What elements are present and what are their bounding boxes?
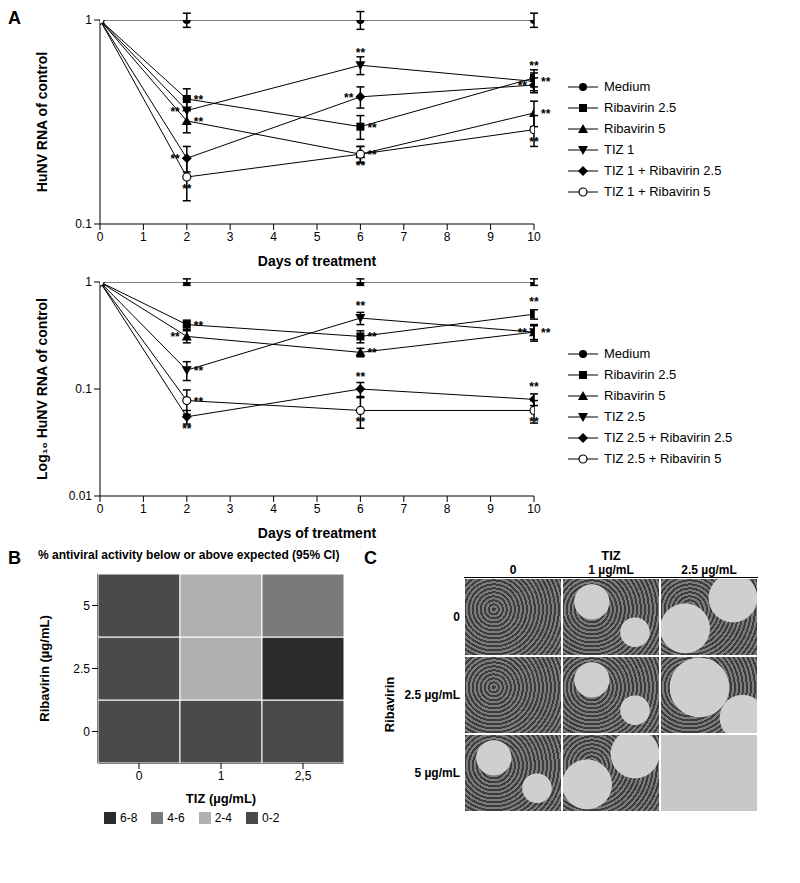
svg-text:0: 0 (97, 230, 104, 244)
svg-text:**: ** (529, 380, 539, 394)
svg-text:**: ** (529, 59, 539, 73)
html-text:Ribavirin 2.5: Ribavirin 2.5 (604, 100, 677, 115)
html-text:0-2: 0-2 (262, 811, 280, 825)
html-text:TIZ 2.5: TIZ 2.5 (604, 409, 646, 424)
svg-text:3: 3 (227, 502, 234, 516)
html-text:Ribavirin 2.5: Ribavirin 2.5 (604, 367, 677, 382)
svg-text:Days of treatment: Days of treatment (258, 253, 377, 269)
svg-text:0: 0 (83, 725, 90, 739)
svg-text:HuNV RNA of control: HuNV RNA of control (34, 52, 50, 192)
html-text:4-6: 4-6 (167, 811, 185, 825)
html-text:1 µg/mL: 1 µg/mL (588, 563, 634, 577)
svg-text:0.1: 0.1 (75, 382, 92, 396)
svg-text:**: ** (367, 121, 377, 135)
svg-text:1: 1 (85, 13, 92, 27)
svg-text:10: 10 (527, 230, 541, 244)
svg-text:2.5: 2.5 (73, 662, 90, 676)
svg-text:**: ** (367, 346, 377, 360)
svg-text:Days of treatment: Days of treatment (258, 525, 377, 541)
svg-text:7: 7 (400, 502, 407, 516)
svg-text:**: ** (356, 159, 366, 173)
svg-text:2: 2 (183, 502, 190, 516)
svg-text:Log₁₀ HuNV RNA of control: Log₁₀ HuNV RNA of control (34, 298, 50, 480)
svg-text:**: ** (344, 91, 354, 105)
svg-text:**: ** (356, 415, 366, 429)
html-text:Ribavirin: Ribavirin (382, 676, 398, 733)
svg-text:5: 5 (314, 502, 321, 516)
html-text:C: C (364, 548, 377, 568)
svg-text:**: ** (529, 415, 539, 429)
svg-text:1: 1 (140, 230, 147, 244)
html-text:A: A (8, 8, 21, 28)
svg-text:**: ** (356, 299, 366, 313)
html-text:6-8: 6-8 (120, 811, 138, 825)
svg-text:6: 6 (357, 230, 364, 244)
svg-text:**: ** (194, 364, 204, 378)
svg-text:TIZ (µg/mL): TIZ (µg/mL) (186, 791, 256, 806)
svg-text:1: 1 (140, 502, 147, 516)
html-text:0: 0 (509, 563, 517, 577)
svg-text:0.01: 0.01 (69, 489, 93, 503)
svg-text:**: ** (170, 152, 180, 166)
html-text:TIZ 1: TIZ 1 (604, 142, 635, 157)
html-text:TIZ 2.5 + Ribavirin 2.5: TIZ 2.5 + Ribavirin 2.5 (604, 430, 733, 445)
html-text:B: B (8, 548, 21, 568)
html-text:TIZ: TIZ (601, 548, 621, 563)
svg-text:8: 8 (444, 502, 451, 516)
html-text:2-4: 2-4 (214, 811, 232, 825)
svg-text:5: 5 (83, 599, 90, 613)
svg-text:**: ** (194, 93, 204, 107)
svg-text:8: 8 (444, 230, 451, 244)
svg-text:**: ** (356, 46, 366, 60)
svg-text:0: 0 (97, 502, 104, 516)
svg-text:9: 9 (487, 502, 494, 516)
svg-text:**: ** (541, 75, 551, 89)
html-text:Medium: Medium (604, 79, 651, 94)
html-text:Ribavirin 5: Ribavirin 5 (604, 388, 666, 403)
html-text:0: 0 (453, 610, 460, 624)
html-text:TIZ 1 + Ribavirin 5: TIZ 1 + Ribavirin 5 (604, 184, 711, 199)
svg-text:**: ** (182, 422, 192, 436)
html-text:Ribavirin 5: Ribavirin 5 (604, 121, 666, 136)
svg-text:6: 6 (357, 502, 364, 516)
svg-text:7: 7 (400, 230, 407, 244)
svg-text:0: 0 (136, 769, 143, 783)
svg-text:2,5: 2,5 (295, 769, 312, 783)
svg-text:Ribavirin (µg/mL): Ribavirin (µg/mL) (37, 615, 52, 721)
svg-text:4: 4 (270, 502, 277, 516)
svg-text:**: ** (356, 370, 366, 384)
html-text:TIZ 1 + Ribavirin 2.5: TIZ 1 + Ribavirin 2.5 (604, 163, 722, 178)
svg-text:**: ** (194, 319, 204, 333)
svg-text:**: ** (170, 330, 180, 344)
svg-text:**: ** (170, 105, 180, 119)
svg-text:**: ** (518, 326, 528, 340)
svg-text:**: ** (541, 107, 551, 121)
svg-text:**: ** (529, 295, 539, 309)
svg-text:10: 10 (527, 502, 541, 516)
svg-text:**: ** (367, 148, 377, 162)
html-text:% antiviral activity below or: % antiviral activity below or above expe… (38, 548, 340, 562)
svg-text:**: ** (518, 79, 528, 93)
svg-text:1: 1 (218, 769, 225, 783)
html-text:2.5 µg/mL: 2.5 µg/mL (681, 563, 737, 577)
svg-text:**: ** (529, 135, 539, 149)
svg-text:2: 2 (183, 230, 190, 244)
svg-text:**: ** (182, 182, 192, 196)
svg-text:**: ** (194, 395, 204, 409)
svg-text:**: ** (194, 115, 204, 129)
html-text:TIZ 2.5 + Ribavirin 5: TIZ 2.5 + Ribavirin 5 (604, 451, 722, 466)
svg-text:5: 5 (314, 230, 321, 244)
svg-text:0.1: 0.1 (75, 217, 92, 231)
svg-text:**: ** (367, 330, 377, 344)
svg-text:1: 1 (85, 275, 92, 289)
html-text:2.5 µg/mL: 2.5 µg/mL (404, 688, 460, 702)
html-text:Medium: Medium (604, 346, 651, 361)
svg-text:9: 9 (487, 230, 494, 244)
svg-text:**: ** (541, 326, 551, 340)
svg-text:4: 4 (270, 230, 277, 244)
svg-text:3: 3 (227, 230, 234, 244)
html-text:5 µg/mL: 5 µg/mL (414, 766, 460, 780)
